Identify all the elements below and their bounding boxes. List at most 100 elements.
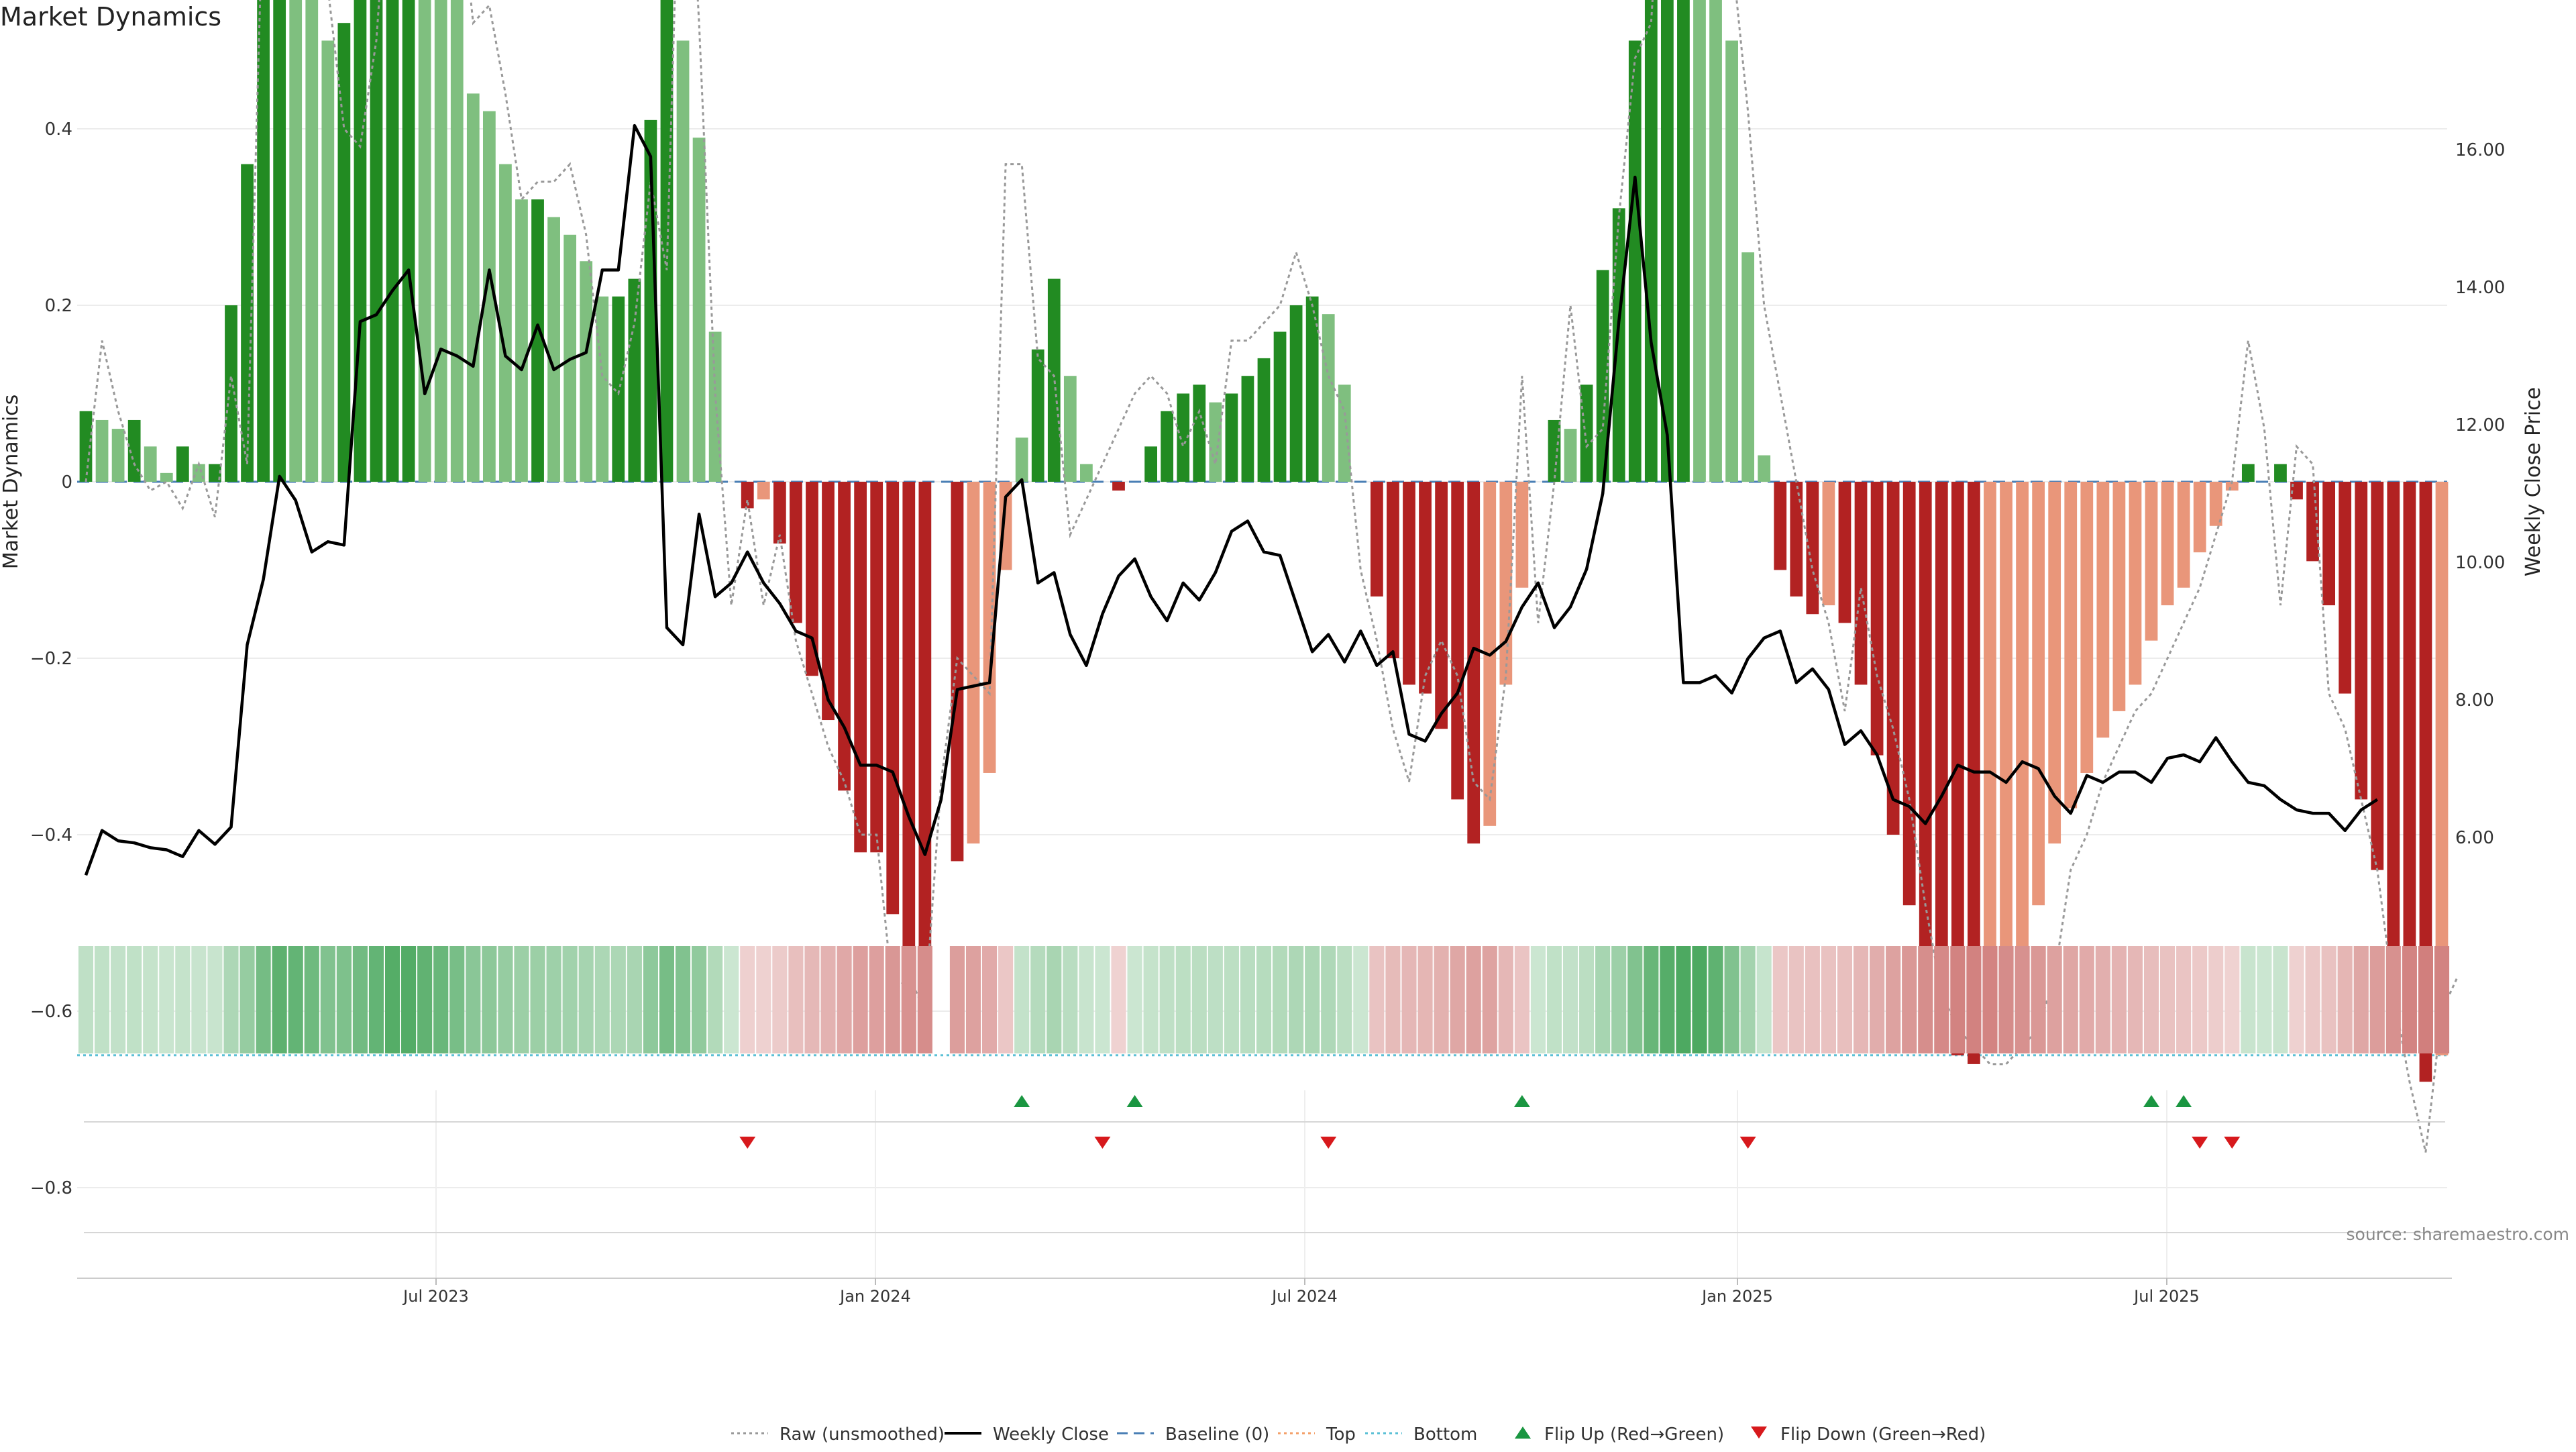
strip-cell bbox=[1740, 946, 1756, 1053]
bar bbox=[95, 419, 109, 482]
bar bbox=[1193, 384, 1206, 482]
bar bbox=[2209, 482, 2222, 526]
bar bbox=[515, 199, 528, 482]
legend-marker-down bbox=[1751, 1427, 1767, 1439]
strip-cell bbox=[1514, 946, 1529, 1053]
bar bbox=[531, 199, 544, 482]
strip-cell bbox=[1353, 946, 1368, 1053]
strip-cell bbox=[1595, 946, 1611, 1053]
bar bbox=[1177, 393, 1190, 482]
strip-cell bbox=[2095, 946, 2110, 1053]
strip-cell bbox=[239, 946, 255, 1053]
bar bbox=[1338, 384, 1351, 482]
strip-cell bbox=[594, 946, 610, 1053]
bar bbox=[1435, 482, 1448, 729]
y2-tick-label: 6.00 bbox=[2455, 828, 2494, 848]
bar bbox=[2241, 464, 2255, 482]
strip-cell bbox=[885, 946, 900, 1053]
strip-cell bbox=[1918, 946, 1933, 1053]
bar bbox=[580, 261, 593, 482]
strip-cell bbox=[2434, 946, 2450, 1053]
bar bbox=[757, 482, 770, 500]
bar bbox=[111, 429, 125, 482]
strip-cell bbox=[578, 946, 594, 1053]
y2-axis-label: Weekly Close Price bbox=[2522, 387, 2545, 576]
strip-cell bbox=[562, 946, 578, 1053]
bar bbox=[79, 411, 93, 482]
bar bbox=[370, 0, 383, 482]
legend-marker-up bbox=[1515, 1427, 1531, 1439]
flip-up-marker bbox=[2176, 1095, 2192, 1107]
strip-cell bbox=[740, 946, 755, 1053]
bar bbox=[1080, 464, 1093, 482]
strip-cell bbox=[1611, 946, 1627, 1053]
strip-cell bbox=[336, 946, 352, 1053]
bar bbox=[1919, 482, 1932, 976]
bar bbox=[241, 164, 254, 482]
bar bbox=[1628, 40, 1642, 482]
strip-cell bbox=[1902, 946, 1917, 1053]
strip-cell bbox=[2353, 946, 2369, 1053]
legend-label: Top bbox=[1326, 1424, 1356, 1445]
bar bbox=[2403, 482, 2416, 1047]
strip-cell bbox=[1240, 946, 1256, 1053]
strip-cell bbox=[1692, 946, 1707, 1053]
bar bbox=[273, 0, 286, 482]
strip-cell bbox=[1805, 946, 1820, 1053]
strip-cell bbox=[998, 946, 1014, 1053]
strip-cell bbox=[2418, 946, 2434, 1053]
strip-cell bbox=[159, 946, 174, 1053]
bar bbox=[806, 482, 818, 676]
strip-cell bbox=[1886, 946, 1901, 1053]
strip-cell bbox=[1175, 946, 1191, 1053]
bar bbox=[1305, 296, 1319, 482]
strip-cell bbox=[2321, 946, 2337, 1053]
strip-cell bbox=[2111, 946, 2127, 1053]
bar bbox=[1241, 376, 1254, 482]
strip-cell bbox=[724, 946, 739, 1053]
bar bbox=[1467, 482, 1481, 844]
bar bbox=[127, 419, 141, 482]
bar bbox=[773, 482, 786, 544]
bar bbox=[628, 278, 641, 482]
bar bbox=[1741, 252, 1755, 482]
strip-cell bbox=[320, 946, 335, 1053]
bar bbox=[337, 23, 351, 482]
strip-cell bbox=[1401, 946, 1417, 1053]
bar bbox=[2339, 482, 2352, 694]
bar bbox=[466, 93, 480, 482]
bar bbox=[1257, 358, 1271, 482]
bar bbox=[2387, 482, 2400, 959]
strip-cell bbox=[1562, 946, 1578, 1053]
strip-cell bbox=[708, 946, 723, 1053]
flip-panel bbox=[84, 1090, 2445, 1278]
strip-cell bbox=[820, 946, 836, 1053]
close-series bbox=[84, 123, 2379, 876]
bar bbox=[1660, 0, 1674, 482]
bar bbox=[854, 482, 867, 853]
strip-cell bbox=[1095, 946, 1110, 1053]
strip-cell bbox=[449, 946, 465, 1053]
flip-up-marker bbox=[1126, 1095, 1143, 1107]
bar bbox=[2161, 482, 2174, 606]
bar bbox=[1031, 349, 1044, 482]
regime-strip bbox=[78, 946, 2450, 1053]
bar bbox=[1419, 482, 1432, 694]
flip-down-marker bbox=[739, 1137, 756, 1149]
bar bbox=[1209, 402, 1222, 482]
bar bbox=[193, 464, 205, 482]
strip-cell bbox=[1159, 946, 1175, 1053]
strip-cell bbox=[1272, 946, 1288, 1053]
strip-cell bbox=[401, 946, 417, 1053]
bar bbox=[692, 138, 706, 482]
flip-up-marker bbox=[1513, 1095, 1530, 1107]
x-tick-label: Jan 2024 bbox=[839, 1287, 911, 1306]
strip-cell bbox=[610, 946, 626, 1053]
bar bbox=[1225, 393, 1238, 482]
y2-tick-label: 14.00 bbox=[2455, 278, 2505, 298]
bar bbox=[450, 0, 464, 482]
bar bbox=[1709, 0, 1722, 482]
strip-cell bbox=[94, 946, 110, 1053]
strip-cell bbox=[2273, 946, 2288, 1053]
